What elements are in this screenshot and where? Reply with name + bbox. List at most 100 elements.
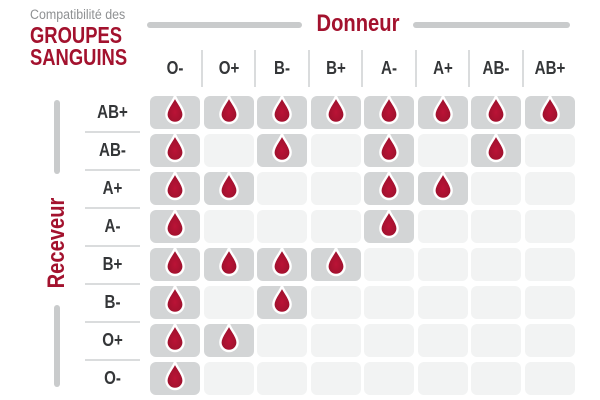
blood-drop-icon (165, 284, 185, 315)
blood-drop-icon (486, 132, 506, 163)
cell-B--A- (364, 286, 414, 319)
cell-O+-O- (150, 322, 200, 357)
row-divider (85, 207, 140, 209)
column-divider (308, 50, 310, 87)
cell-AB+-AB+ (525, 94, 575, 129)
cell-O+-B+ (311, 324, 361, 357)
blood-drop-icon (272, 246, 292, 277)
cell-A--B- (257, 210, 307, 243)
column-divider (468, 50, 470, 87)
receiver-axis-line-top (54, 100, 60, 174)
cell-AB--B+ (311, 134, 361, 167)
blood-drop-icon (165, 246, 185, 277)
row-divider (85, 283, 140, 285)
blood-drop-icon (219, 246, 239, 277)
cell-AB+-B- (257, 94, 307, 129)
donor-header-A-: A- (381, 58, 397, 78)
row-divider (85, 131, 140, 133)
blood-drop-icon (272, 284, 292, 315)
cell-AB+-AB- (471, 94, 521, 129)
blood-drop-icon (326, 246, 346, 277)
cell-B+-B- (257, 246, 307, 281)
column-divider (415, 50, 417, 87)
cell-AB+-O+ (204, 94, 254, 129)
blood-drop-icon (379, 170, 399, 201)
cell-O--O+ (204, 362, 254, 395)
donor-header-O-: O- (166, 58, 184, 78)
blood-drop-icon (379, 208, 399, 239)
receiver-label-A-: A- (104, 216, 121, 236)
cell-O--AB+ (525, 362, 575, 395)
column-divider (361, 50, 363, 87)
cell-B--B+ (311, 286, 361, 319)
blood-drop-icon (219, 94, 239, 125)
cell-B--O+ (204, 286, 254, 319)
title-line-2: SANGUINS (30, 44, 128, 70)
title-eyebrow: Compatibilité des (30, 7, 126, 22)
receiver-label-AB-: AB- (99, 140, 126, 160)
receiver-label-B+: B+ (102, 254, 123, 274)
donor-header-B+: B+ (326, 58, 346, 78)
column-divider (522, 50, 524, 87)
donor-header-B-: B- (274, 58, 290, 78)
cell-A+-B+ (311, 172, 361, 205)
title-line-1: GROUPES (30, 22, 123, 48)
blood-drop-icon (219, 322, 239, 353)
cell-B+-A- (364, 248, 414, 281)
row-divider (85, 245, 140, 247)
cell-O--B+ (311, 362, 361, 395)
cell-O+-A+ (418, 324, 468, 357)
cell-A+-O+ (204, 170, 254, 205)
cell-A+-AB+ (525, 172, 575, 205)
cell-A--AB- (471, 210, 521, 243)
cell-AB--O+ (204, 134, 254, 167)
cell-AB--AB- (471, 132, 521, 167)
cell-A--O- (150, 208, 200, 243)
cell-A+-A- (364, 170, 414, 205)
blood-drop-icon (219, 170, 239, 201)
receiver-label-B-: B- (104, 292, 121, 312)
donor-header-AB-: AB- (482, 58, 510, 78)
cell-AB--O- (150, 132, 200, 167)
cell-O+-AB+ (525, 324, 575, 357)
cell-O--A+ (418, 362, 468, 395)
cell-O--B- (257, 362, 307, 395)
blood-drop-icon (379, 94, 399, 125)
receiver-label-O+: O+ (102, 330, 123, 350)
blood-drop-icon (540, 94, 560, 125)
column-divider (201, 50, 203, 87)
blood-drop-icon (486, 94, 506, 125)
blood-drop-icon (165, 94, 185, 125)
cell-AB--A+ (418, 134, 468, 167)
cell-A+-AB- (471, 172, 521, 205)
chart-title-block: Compatibilité des GROUPES SANGUINS (30, 6, 151, 70)
donor-axis-line-right (413, 22, 570, 28)
blood-drop-icon (165, 322, 185, 353)
cell-A+-O- (150, 170, 200, 205)
cell-A--A- (364, 208, 414, 243)
cell-B--A+ (418, 286, 468, 319)
cell-O+-A- (364, 324, 414, 357)
cell-AB--AB+ (525, 134, 575, 167)
cell-O+-AB- (471, 324, 521, 357)
cell-B+-AB- (471, 248, 521, 281)
blood-drop-icon (165, 208, 185, 239)
receiver-axis-line-bottom (54, 305, 60, 387)
donor-header-AB+: AB+ (534, 58, 566, 78)
blood-drop-icon (379, 132, 399, 163)
receiver-label-O-: O- (104, 368, 121, 388)
cell-B--B- (257, 284, 307, 319)
blood-drop-icon (272, 132, 292, 163)
column-divider (254, 50, 256, 87)
cell-AB--A- (364, 132, 414, 167)
cell-B--AB+ (525, 286, 575, 319)
donor-header-A+: A+ (433, 58, 453, 78)
cell-A--AB+ (525, 210, 575, 243)
cell-B+-A+ (418, 248, 468, 281)
cell-AB+-B+ (311, 94, 361, 129)
receiver-axis-label: Receveur (43, 197, 70, 289)
cell-B+-O+ (204, 246, 254, 281)
cell-B+-AB+ (525, 248, 575, 281)
cell-O--AB- (471, 362, 521, 395)
blood-drop-icon (433, 94, 453, 125)
